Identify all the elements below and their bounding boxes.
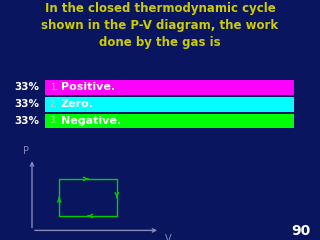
Text: 90: 90	[291, 224, 310, 238]
Text: Zero.: Zero.	[61, 99, 94, 109]
Bar	[10, 97, 45, 112]
Bar	[10, 80, 45, 95]
Text: 2.: 2.	[50, 100, 58, 109]
Text: 1.: 1.	[50, 83, 58, 92]
Text: In the closed thermodynamic cycle
shown in the P-V diagram, the work
done by the: In the closed thermodynamic cycle shown …	[41, 2, 279, 49]
Bar	[10, 97, 294, 112]
Bar	[10, 80, 294, 95]
Text: 33%: 33%	[15, 82, 40, 92]
Text: 33%: 33%	[15, 116, 40, 126]
Text: Negative.: Negative.	[61, 116, 121, 126]
Text: P: P	[23, 146, 28, 156]
Text: 33%: 33%	[15, 99, 40, 109]
Bar	[10, 114, 45, 128]
Bar	[59, 179, 117, 216]
Text: Positive.: Positive.	[61, 82, 115, 92]
Bar	[10, 114, 294, 128]
Text: V: V	[165, 234, 172, 240]
Text: 3.: 3.	[50, 116, 58, 126]
